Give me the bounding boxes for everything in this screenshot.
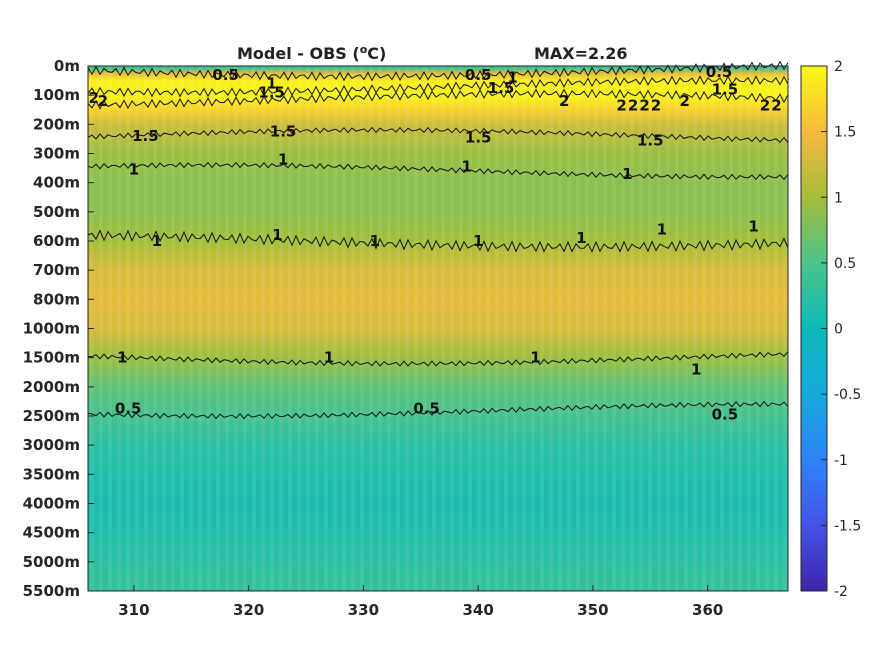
colorbar-tick-label: -1 [834,453,848,469]
contour-label: 1 [748,217,758,235]
y-tick-label: 700m [33,261,80,279]
contour-label: 2 [559,92,569,110]
colorbar-tick-label: -0.5 [834,387,861,403]
colorbar-tick-label: -1.5 [834,518,861,534]
colorbar-tick-label: -2 [834,584,848,600]
x-tick-label: 350 [577,601,608,619]
y-tick-label: 200m [33,115,80,133]
y-tick-label: 3000m [23,436,80,454]
x-tick-label: 330 [348,601,379,619]
contour-label: 2 [98,92,108,110]
y-axis: 0m 100m 200m 300m 400m 500m 600m 700m 800m 1000m 1… [23,57,94,600]
x-tick-label: 310 [118,601,149,619]
contour-label: 2 [639,96,649,114]
contour-label: 1.5 [637,131,664,149]
x-axis: 310 320 330 340 350 360 [118,585,723,619]
y-tick-label: 100m [33,86,80,104]
contour-label: 0.5 [115,400,142,418]
contour-label: 1 [117,349,127,367]
contour-line [87,351,789,367]
colorbar-tick-label: 0 [834,322,843,338]
contour-label: 2 [651,96,661,114]
y-tick-label: 2000m [23,378,80,396]
y-tick-label: 4500m [23,524,80,542]
colorbar-ticks: 2 1.5 1 0.5 0 -0.5 -1 -1.5 -2 [821,59,861,600]
contour-lines [87,60,789,420]
contour-line [87,60,789,82]
contour-label: 0.5 [413,400,440,418]
contour-label: 1 [266,75,276,93]
colorbar-tick-label: 1.5 [834,125,856,141]
contour-label: 1 [324,349,334,367]
y-tick-label: 400m [33,174,80,192]
colorbar-tick-label: 1 [834,190,843,206]
x-tick-label: 360 [692,601,723,619]
y-tick-label: 800m [33,290,80,308]
colorbar-tick-label: 2 [834,59,843,75]
contour-label: 1 [657,220,667,238]
max-label: MAX=2.26 [534,44,628,63]
contour-label: 2 [616,96,626,114]
contour-label: 1 [473,232,483,250]
contour-label: 1 [370,232,380,250]
colorbar: 2 1.5 1 0.5 0 -0.5 -1 -1.5 -2 [800,59,861,600]
y-tick-label: 1500m [23,349,80,367]
contour-line [87,75,789,98]
contour-line [87,229,789,253]
contour-line [87,126,789,144]
contour-label: 1 [461,158,471,176]
contour-label: 2 [88,89,98,107]
contour-label: 1 [129,161,139,179]
y-tick-label: 5000m [23,553,80,571]
contour-label: 2 [679,92,689,110]
contour-label: 2 [628,96,638,114]
y-tick-label: 5500m [23,582,80,600]
chart-title: Model - OBS (oC) [237,43,386,63]
y-tick-label: 600m [33,232,80,250]
colorbar-tick-label: 0.5 [834,256,856,272]
contour-label: 1 [691,360,701,378]
contour-label: 0.5 [465,66,492,84]
y-tick-label: 4000m [23,495,80,513]
contour-label: 1 [507,69,517,87]
y-tick-label: 0m [54,57,80,75]
contour-label: 1.5 [258,83,285,101]
contour-label: 1 [576,229,586,247]
contour-label: 0.5 [706,63,733,81]
contour-label: 1 [622,165,632,183]
contour-label: 1 [530,349,540,367]
contour-label: 1.5 [132,127,159,145]
contour-label: 1 [272,226,282,244]
y-tick-label: 300m [33,145,80,163]
contour-line [87,400,789,420]
vertical-stripe-texture [88,66,788,591]
contour-label: 1 [152,232,162,250]
contour-label: 1.5 [712,80,739,98]
contour-label: 1.5 [488,79,515,97]
contour-label: 1.5 [465,129,492,147]
x-tick-label: 340 [463,601,494,619]
y-tick-label: 2500m [23,407,80,425]
contour-label: 0.5 [712,406,739,424]
contour-label: 1 [278,150,288,168]
y-tick-label: 3500m [23,465,80,483]
contour-line [87,161,789,181]
contour-line [87,88,789,110]
contour-label: 0.5 [212,66,239,84]
y-tick-label: 500m [33,203,80,221]
contour-label: 1.5 [270,123,297,141]
x-tick-label: 320 [233,601,264,619]
contour-label: 2 [760,96,770,114]
contour-labels: 0.5 11.50.5 11.50.51.522 2 2 2 2 2 2 2 21.5 1.5 1.5 1… [88,63,781,424]
contour-label: 2 [771,96,781,114]
plot-area: 0.5 11.50.5 11.50.51.522 2 2 2 2 2 2 2 21.5 1.5 1.5 1… [87,60,789,592]
y-tick-label: 1000m [23,320,80,338]
